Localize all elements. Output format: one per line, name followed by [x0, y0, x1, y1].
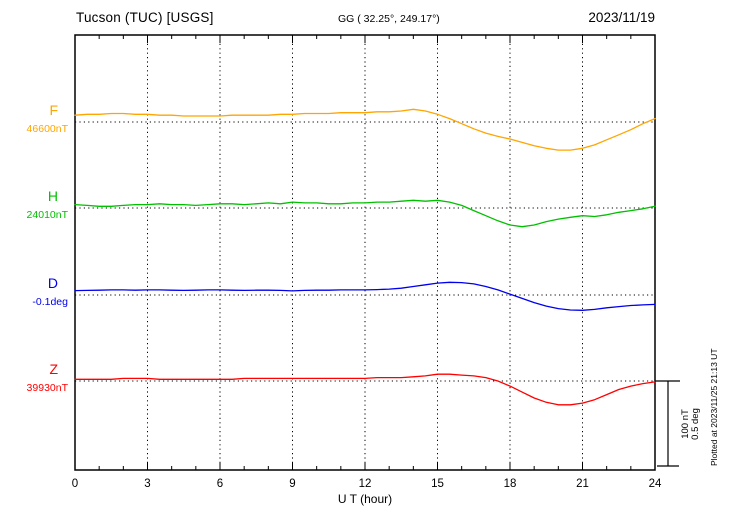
x-tick-label: 3 [144, 478, 150, 490]
data-traces [74, 108, 656, 406]
scale-label-nt: 100 nT [680, 409, 691, 439]
x-tick-label: 21 [576, 478, 589, 490]
series-F-baseline-value: 46600nT [26, 123, 68, 135]
x-tick-labels: 0 3 6 9 12 15 18 21 24 [72, 478, 662, 490]
scale-label-deg: 0.5 deg [690, 408, 701, 440]
plot-date: 2023/11/19 [588, 10, 655, 25]
trace-D [74, 281, 656, 311]
plotted-at-note: Plotted at 2023/11/25 21:13 UT [709, 348, 719, 466]
x-tick-label: 9 [289, 478, 295, 490]
x-axis-title: U T (hour) [337, 492, 393, 506]
x-tick-label: 0 [72, 478, 78, 490]
gridlines [147, 35, 583, 470]
trace-H [74, 199, 656, 228]
x-tick-label: 24 [649, 478, 662, 490]
x-tick-label: 12 [359, 478, 372, 490]
plot-border [74, 34, 656, 471]
trace-F [74, 108, 656, 151]
x-tick-label: 6 [217, 478, 223, 490]
series-Z-baseline-value: 39930nT [26, 382, 68, 394]
series-F-name: F [49, 102, 58, 118]
series-Z-name: Z [49, 361, 58, 377]
trace-Z [74, 373, 656, 406]
x-tick-label: 15 [431, 478, 444, 490]
series-D-name: D [47, 275, 58, 291]
x-tick-label: 18 [504, 478, 517, 490]
geo-coordinates: GG ( 32.25°, 249.17°) [338, 13, 440, 25]
series-H-name: H [47, 188, 58, 204]
series-H-baseline-value: 24010nT [26, 209, 68, 221]
scale-bar: 100 nT 0.5 deg [655, 380, 701, 467]
series-D-baseline-value: -0.1deg [32, 296, 68, 308]
station-title: Tucson (TUC) [USGS] [76, 10, 214, 25]
